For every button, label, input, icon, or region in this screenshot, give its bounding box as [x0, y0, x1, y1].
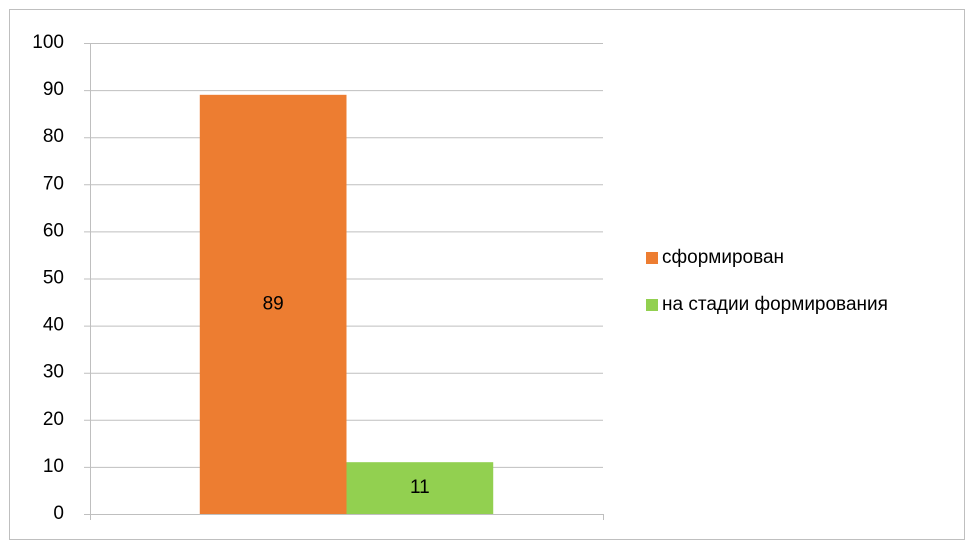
y-tick-label: 40	[43, 315, 64, 336]
y-tick-label: 100	[32, 32, 64, 53]
chart-frame	[9, 9, 965, 540]
bar	[199, 94, 347, 514]
legend-swatch	[646, 252, 658, 264]
legend-swatch	[646, 299, 658, 311]
y-tick-label: 70	[43, 173, 64, 194]
y-tick-label: 10	[43, 456, 64, 477]
bar	[346, 462, 494, 514]
y-tick-label: 30	[43, 362, 64, 383]
y-tick-label: 20	[43, 409, 64, 430]
legend-label: сформирован	[662, 247, 784, 268]
legend-label: на стадии формирования	[662, 294, 888, 315]
y-tick-label: 90	[43, 79, 64, 100]
data-label: 89	[263, 293, 284, 314]
y-tick-label: 80	[43, 126, 64, 147]
y-tick-label: 60	[43, 220, 64, 241]
y-tick-label: 50	[43, 268, 64, 289]
data-label: 11	[410, 477, 430, 498]
y-tick-label: 0	[53, 503, 64, 524]
